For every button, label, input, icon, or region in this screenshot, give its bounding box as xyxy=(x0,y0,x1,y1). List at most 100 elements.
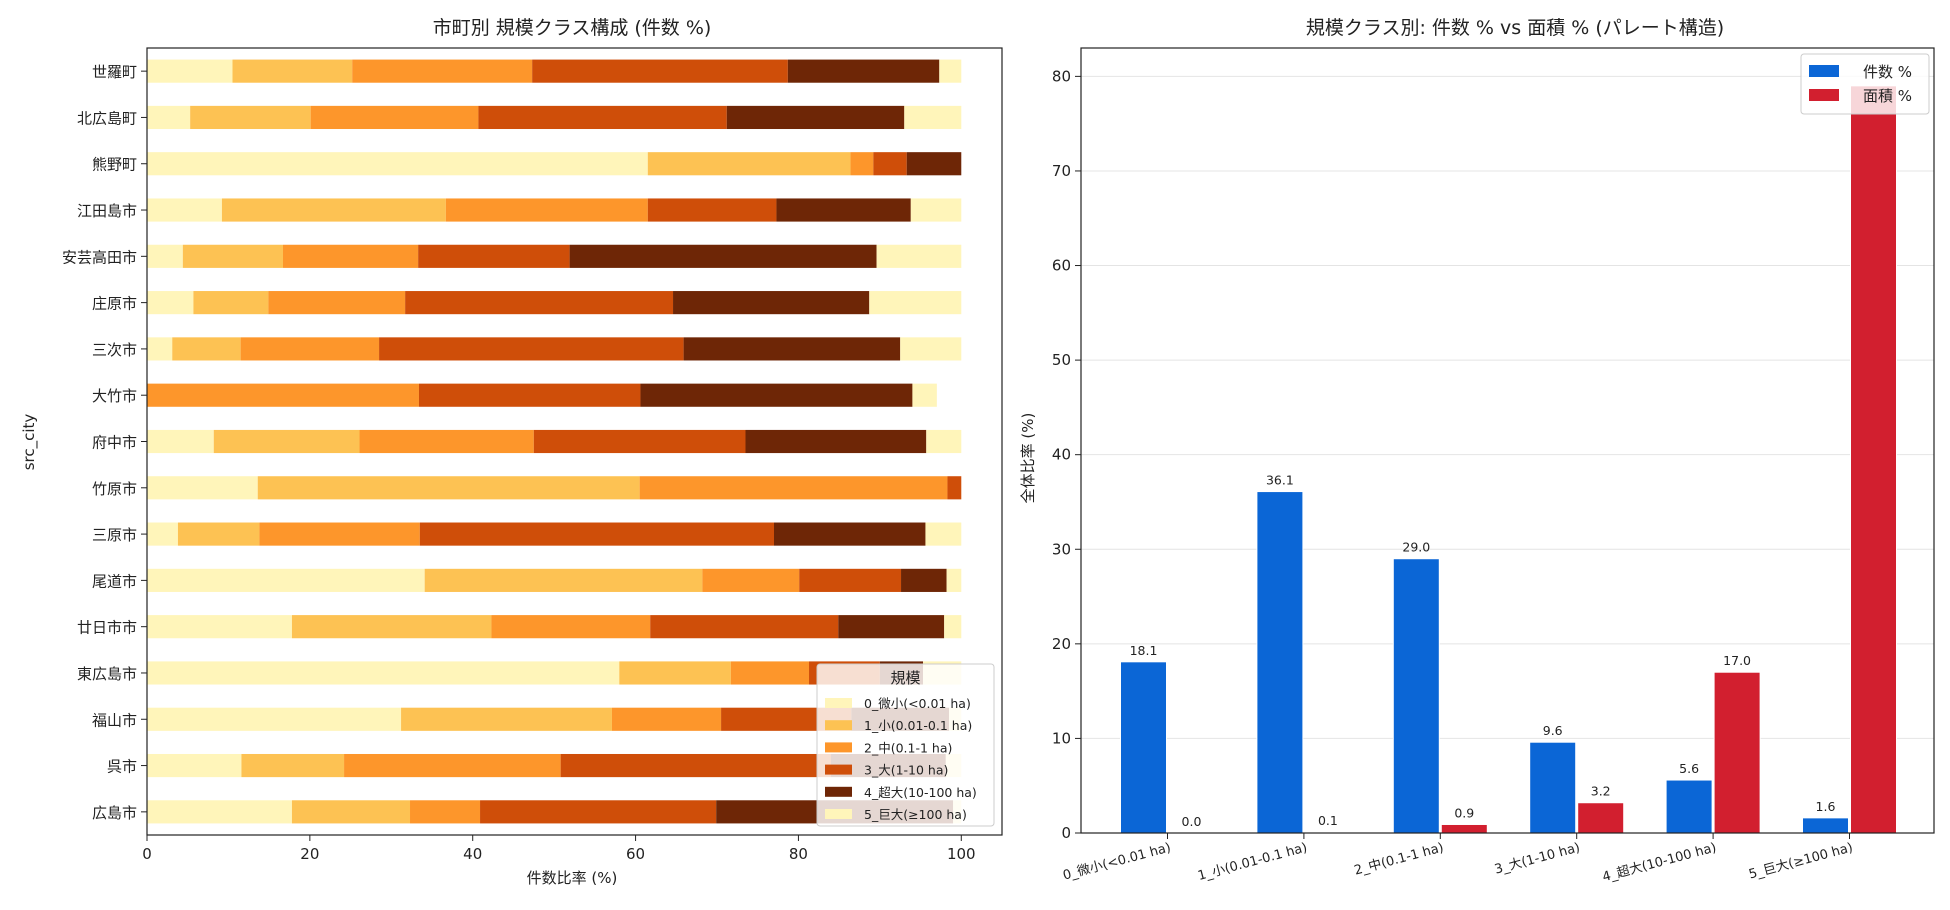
bar-segment xyxy=(776,198,911,222)
legend-box xyxy=(816,663,995,827)
bar-segment xyxy=(944,615,962,639)
y-tick-label: 三次市 xyxy=(92,341,137,359)
bar xyxy=(1665,779,1713,834)
legend-label: 1_小(0.01-0.1 ha) xyxy=(864,718,972,733)
bar-segment xyxy=(410,800,481,824)
bar-segment xyxy=(611,707,722,731)
bar-segment xyxy=(904,105,962,130)
legend-swatch xyxy=(1809,65,1839,77)
bar-segment xyxy=(147,753,242,778)
bar-segment xyxy=(787,59,940,83)
bar-segment xyxy=(352,59,533,83)
y-tick-label: 東広島市 xyxy=(77,665,137,683)
right-axes: 0 10 20 30 40 50 60 70 80 0_微小(<0.01 ha) 1_小(0.01-… xyxy=(1052,47,1935,885)
bar-segment xyxy=(190,105,311,130)
bar-segment xyxy=(147,291,194,315)
right-chart-title: 規模クラス別: 件数 % vs 面積 % (パレート構造) xyxy=(1306,17,1724,39)
bar-value-label: 17.0 xyxy=(1723,653,1751,668)
y-tick-label: 40 xyxy=(1052,446,1071,464)
bar-segment xyxy=(241,753,345,778)
bar-segment xyxy=(147,615,292,639)
x-tick-label: 1_小(0.01-0.1 ha) xyxy=(1196,840,1309,884)
bar-segment xyxy=(650,615,839,639)
bar-segment xyxy=(673,291,870,315)
bar-segment xyxy=(240,337,380,361)
y-tick-label: 10 xyxy=(1052,729,1071,747)
bar-segment xyxy=(418,244,570,268)
bar xyxy=(1850,85,1897,834)
bar-segment xyxy=(182,244,283,268)
bar-segment xyxy=(232,59,353,83)
bar-segment xyxy=(869,291,962,315)
right-legend: 件数 % 面積 % xyxy=(1800,53,1930,115)
bar-segment xyxy=(647,152,851,176)
bar-segment xyxy=(926,429,962,454)
legend-swatch xyxy=(1809,89,1839,101)
bar-segment xyxy=(726,105,905,130)
y-tick-label: 三原市 xyxy=(92,526,137,544)
bar-segment xyxy=(147,522,178,546)
bar-segment xyxy=(147,198,222,222)
bar-segment xyxy=(900,337,962,361)
y-tick-label: 廿日市市 xyxy=(77,619,137,637)
bar-value-label: 0.1 xyxy=(1318,813,1338,828)
legend-swatch xyxy=(825,742,852,753)
bar-segment xyxy=(147,152,648,176)
y-tick-label: 府中市 xyxy=(92,434,137,452)
bar-value-label: 0.0 xyxy=(1182,814,1202,829)
x-tick-label: 2_中(0.1-1 ha) xyxy=(1353,840,1446,878)
legend-label: 0_微小(<0.01 ha) xyxy=(864,696,971,711)
bar-segment xyxy=(257,476,640,500)
bar-segment xyxy=(876,244,962,268)
bar xyxy=(1392,558,1440,834)
bar-segment xyxy=(683,337,901,361)
right-bars: 18.1 0.0 36.1 0.1 29.0 0.9 9.6 3.2 5.6 17.0 1.6 xyxy=(1120,85,1897,834)
x-tick-label: 0 xyxy=(142,845,152,863)
bar-segment xyxy=(418,383,641,407)
left-axes: 世羅町北広島町熊野町江田島市安芸高田市庄原市三次市大竹市府中市竹原市三原市尾道市… xyxy=(62,47,1003,863)
bar-segment xyxy=(647,198,777,222)
x-tick-label: 0_微小(<0.01 ha) xyxy=(1061,840,1172,883)
bar-segment xyxy=(799,568,902,592)
bar-segment xyxy=(147,800,292,824)
y-tick-label: 広島市 xyxy=(92,804,137,822)
bar-segment xyxy=(172,337,241,361)
bar-segment xyxy=(480,800,717,824)
bar-segment xyxy=(873,152,907,176)
bar-segment xyxy=(147,568,425,592)
bar-segment xyxy=(906,152,962,176)
bar-segment xyxy=(147,661,620,685)
bar-segment xyxy=(401,707,612,731)
bar-segment xyxy=(221,198,446,222)
y-tick-label: 20 xyxy=(1052,635,1071,653)
bar-segment xyxy=(282,244,419,268)
bar-segment xyxy=(419,522,774,546)
bar-segment xyxy=(730,661,810,685)
bar-segment xyxy=(147,429,214,454)
bar-segment xyxy=(533,429,746,454)
left-x-axis-label: 件数比率 (%) xyxy=(527,869,618,887)
left-legend: 規模 0_微小(<0.01 ha) 1_小(0.01-0.1 ha) 2_中(0.1-… xyxy=(816,663,995,827)
y-tick-label: 安芸高田市 xyxy=(62,248,137,266)
y-tick-label: 竹原市 xyxy=(92,480,137,498)
bar-segment xyxy=(147,476,258,500)
legend-swatch xyxy=(825,786,852,797)
bar-segment xyxy=(291,800,411,824)
y-tick-label: 80 xyxy=(1052,67,1071,85)
bar-segment xyxy=(745,429,927,454)
bar-segment xyxy=(639,476,948,500)
bar-segment xyxy=(838,615,945,639)
bar-segment xyxy=(268,291,406,315)
y-tick-label: 福山市 xyxy=(92,711,137,729)
bar xyxy=(1256,491,1304,834)
bar-segment xyxy=(379,337,684,361)
bar-segment xyxy=(147,244,183,268)
bar-segment xyxy=(405,291,674,315)
x-tick-label: 60 xyxy=(626,845,645,863)
bar-segment xyxy=(640,383,913,407)
legend-label: 2_中(0.1-1 ha) xyxy=(864,740,952,755)
legend-label: 4_超大(10-100 ha) xyxy=(864,785,977,800)
bar-segment xyxy=(491,615,651,639)
left-chart-title: 市町別 規模クラス構成 (件数 %) xyxy=(433,17,712,39)
